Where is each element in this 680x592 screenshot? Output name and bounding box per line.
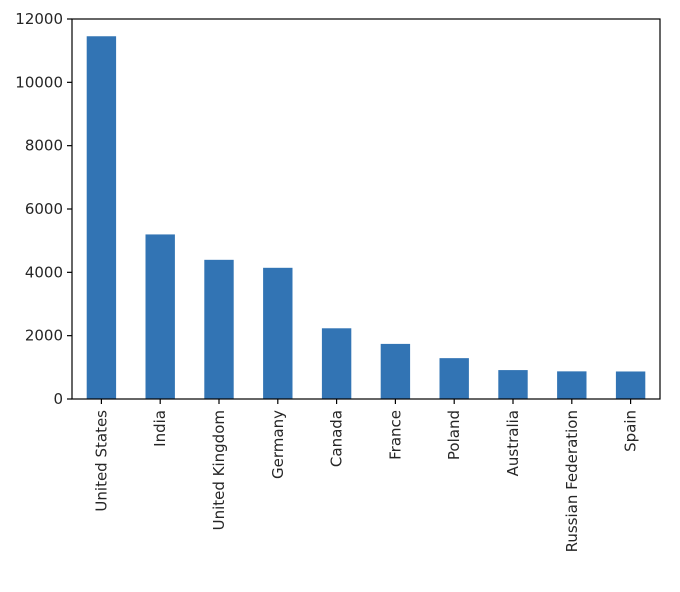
- y-tick-label: 10000: [15, 73, 63, 91]
- bar-poland: [439, 358, 469, 399]
- y-tick-label: 12000: [15, 10, 63, 28]
- x-tick-label: Australia: [504, 410, 522, 476]
- y-tick-label: 8000: [25, 137, 63, 155]
- y-tick-label: 6000: [25, 200, 63, 218]
- x-tick-label: Spain: [622, 410, 640, 452]
- x-tick-label: France: [386, 410, 404, 460]
- bar-russian-federation: [557, 371, 587, 399]
- x-tick-label: United Kingdom: [210, 410, 228, 530]
- x-tick-label: Russian Federation: [563, 410, 581, 552]
- bar-spain: [615, 371, 646, 399]
- bars-group: [86, 36, 646, 400]
- x-tick-label: United States: [92, 410, 110, 512]
- bar-australia: [498, 370, 528, 399]
- bar-canada: [321, 328, 352, 399]
- y-axis: 0 2000 4000 6000 8000 10000 12000: [15, 10, 72, 408]
- x-tick-label: Germany: [269, 410, 287, 479]
- bar-united-states: [86, 36, 117, 400]
- bar-india: [145, 234, 175, 399]
- plot-frame: [71, 18, 661, 400]
- x-tick-label: Poland: [445, 410, 463, 460]
- bar-france: [380, 343, 411, 399]
- bar-united-kingdom: [204, 259, 234, 399]
- y-tick-label: 4000: [25, 263, 63, 281]
- x-tick-label: India: [151, 410, 169, 447]
- x-axis: United States India United Kingdom Germany C…: [92, 399, 640, 552]
- bar-germany: [263, 267, 293, 399]
- x-tick-label: Canada: [328, 410, 346, 467]
- y-tick-label: 2000: [25, 327, 63, 345]
- y-tick-label: 0: [53, 390, 63, 408]
